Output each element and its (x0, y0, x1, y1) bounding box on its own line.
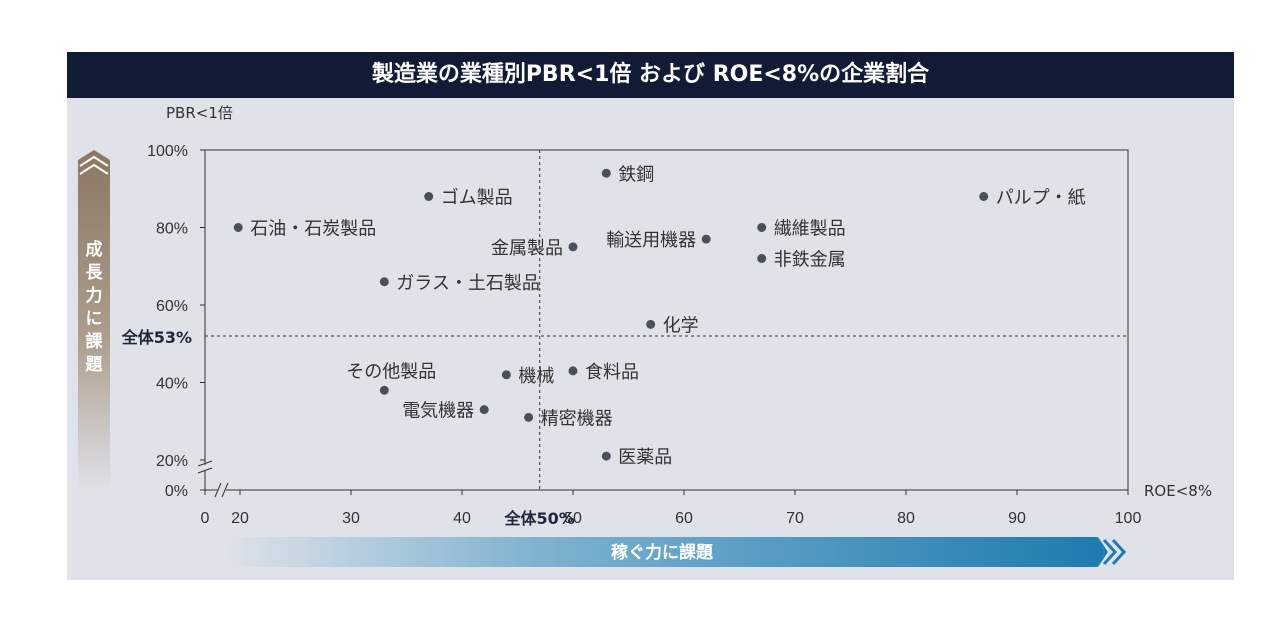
y-tick-label: 20% (156, 453, 188, 470)
x-axis-label: ROE<8% (1144, 482, 1212, 500)
data-point (568, 366, 578, 376)
chart-title: 製造業の業種別PBR<1倍 および ROE<8%の企業割合 (67, 52, 1234, 98)
x-tick-label: 40 (453, 510, 471, 527)
y-tick-label: 60% (156, 298, 188, 315)
data-point (757, 223, 767, 232)
y-tick-label: 0% (165, 483, 188, 500)
point-label: 輸送用機器 (606, 230, 696, 251)
point-label: 機械 (518, 366, 554, 387)
data-point (379, 277, 389, 287)
y-reference-label: 全体53% (121, 328, 192, 347)
vertical-banner-char: 成 (86, 239, 103, 260)
y-tick-label: 100% (147, 143, 188, 160)
x-tick-label: 80 (897, 510, 915, 527)
data-point (479, 405, 489, 415)
x-axis-break-mark (221, 482, 229, 498)
data-point (524, 412, 534, 422)
data-point (979, 192, 989, 201)
data-point (568, 242, 578, 252)
vertical-banner-char: 長 (86, 263, 104, 283)
point-label: 鉄鋼 (618, 164, 654, 185)
axis-ticks: 0 20 30 40 50 60 70 80 90 100 0% 20% 40% 60% 80% 100% (147, 143, 1141, 527)
vertical-banner-char: に (86, 309, 103, 329)
data-point (601, 168, 611, 178)
y-axis-label: PBR<1倍 (166, 104, 233, 122)
point-label: パルプ・紙 (996, 188, 1086, 209)
y-axis-break-gap (198, 465, 212, 471)
point-label: その他製品 (346, 361, 436, 382)
x-axis-break-gap (218, 484, 226, 496)
x-tick-label: 0 (201, 510, 210, 527)
point-label: 医薬品 (618, 447, 672, 468)
chart-panel (67, 52, 1234, 580)
plot-frame (204, 149, 1129, 491)
point-label: 食料品 (585, 362, 639, 383)
x-tick-label: 100 (1115, 510, 1142, 527)
data-point (424, 192, 434, 201)
y-axis-break-mark (197, 460, 213, 467)
axis-breaks (197, 460, 229, 498)
y-axis-break-mark (197, 467, 213, 474)
point-label: 石油・石炭製品 (250, 219, 376, 240)
point-label: 金属製品 (491, 238, 563, 259)
x-tick-label: 90 (1008, 510, 1026, 527)
x-tick-label: 70 (786, 510, 804, 527)
point-label: 電気機器 (402, 401, 474, 422)
data-point (233, 223, 243, 232)
vertical-banner-char: 題 (86, 355, 104, 375)
point-label: ガラス・土石製品 (396, 273, 540, 294)
horizontal-banner-text: 稼ぐ力に課題 (611, 542, 714, 563)
x-tick-label: 50 (564, 510, 582, 527)
data-point (379, 385, 389, 395)
x-tick-label: 20 (231, 510, 249, 527)
x-tick-label: 60 (675, 510, 693, 527)
data-point (757, 254, 767, 263)
point-label: 精密機器 (541, 408, 613, 429)
x-axis-break-mark (214, 482, 222, 498)
point-label: ゴム製品 (441, 188, 513, 209)
x-reference-label: 全体50% (504, 509, 575, 528)
data-point (701, 234, 711, 244)
x-tick-label: 30 (342, 510, 360, 527)
point-label: 非鉄金属 (774, 250, 846, 271)
horizontal-banner: 稼ぐ力に課題 (222, 537, 1127, 567)
data-point (601, 451, 611, 461)
point-label: 繊維製品 (774, 219, 846, 240)
y-tick-label: 80% (156, 221, 188, 238)
vertical-banner-char: 力 (86, 285, 103, 306)
data-point (646, 319, 656, 329)
vertical-banner-char: 課 (86, 331, 104, 352)
point-label: 化学 (663, 315, 699, 336)
data-point (501, 370, 511, 380)
y-tick-label: 40% (156, 376, 188, 393)
reference-lines: 全体50% 全体53% (121, 150, 1128, 528)
